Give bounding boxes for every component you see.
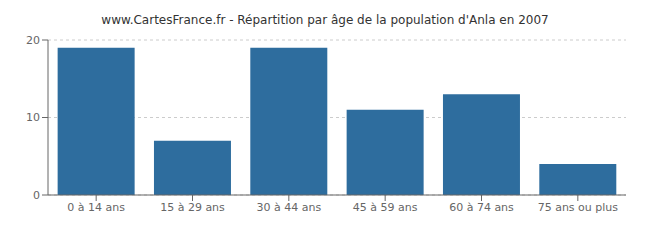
svg-text:0: 0 bbox=[33, 189, 40, 202]
svg-text:45 à 59 ans: 45 à 59 ans bbox=[353, 201, 418, 214]
svg-text:30 à 44 ans: 30 à 44 ans bbox=[256, 201, 321, 214]
svg-text:60 à 74 ans: 60 à 74 ans bbox=[449, 201, 514, 214]
svg-text:0 à 14 ans: 0 à 14 ans bbox=[67, 201, 125, 214]
svg-text:20: 20 bbox=[26, 34, 40, 47]
svg-text:10: 10 bbox=[26, 111, 40, 124]
svg-text:75 ans ou plus: 75 ans ou plus bbox=[538, 201, 619, 214]
html-text:www.CartesFrance.fr - Répartit: www.CartesFrance.fr - Répartition par âg… bbox=[101, 13, 549, 27]
svg-text:15 à 29 ans: 15 à 29 ans bbox=[160, 201, 225, 214]
